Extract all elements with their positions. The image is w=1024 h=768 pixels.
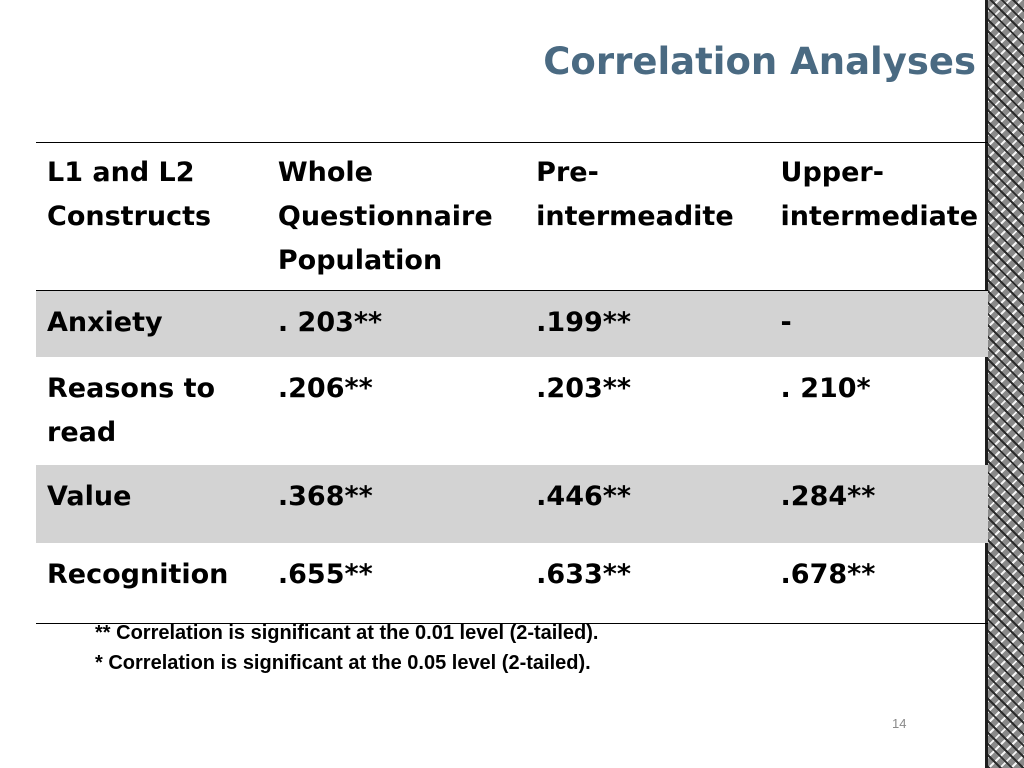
page-number: 14: [892, 716, 907, 731]
construct-cell: Reasons to read: [47, 373, 216, 448]
decorative-border-pattern: [988, 0, 1024, 768]
table-footnotes: ** Correlation is significant at the 0.0…: [95, 618, 598, 678]
slide-title: Correlation Analyses: [543, 40, 976, 83]
header-whole-population: Whole Questionnaire Population: [266, 142, 526, 291]
upper-intermediate-cell: .284**: [769, 465, 988, 543]
footnote-double-asterisk: ** Correlation is significant at the 0.0…: [95, 622, 599, 644]
whole-population-cell: .206**: [277, 373, 373, 404]
pre-intermediate-cell: .633**: [525, 543, 770, 624]
header-constructs: L1 and L2 Constructs: [36, 142, 267, 291]
construct-cell: Value: [36, 465, 267, 543]
footnote-single-asterisk: * Correlation is significant at the 0.05…: [95, 652, 591, 674]
pre-intermediate-cell: .199**: [525, 290, 770, 357]
upper-intermediate-cell: -: [769, 290, 988, 357]
table-row: Reasons to read .206** .203** . 210*: [36, 357, 988, 465]
header-pre-intermediate: Pre-intermeadite: [525, 142, 770, 291]
upper-intermediate-cell: .678**: [769, 543, 988, 624]
correlation-table: L1 and L2 Constructs Whole Questionnaire…: [36, 142, 988, 624]
construct-cell: Recognition: [36, 543, 267, 624]
slide-border-line: [985, 0, 988, 768]
whole-population-cell: .368**: [266, 465, 526, 543]
pre-intermediate-cell: .203**: [536, 373, 632, 404]
whole-population-cell: .655**: [266, 543, 526, 624]
table-row: Anxiety . 203** .199** -: [36, 290, 988, 357]
table-header-row: L1 and L2 Constructs Whole Questionnaire…: [36, 142, 988, 291]
table-row: Value .368** .446** .284**: [36, 465, 988, 543]
header-upper-intermediate: Upper-intermediate: [769, 142, 988, 291]
construct-cell: Anxiety: [36, 290, 267, 357]
whole-population-cell: . 203**: [266, 290, 526, 357]
pre-intermediate-cell: .446**: [525, 465, 770, 543]
table-row: Recognition .655** .633** .678**: [36, 543, 988, 624]
upper-intermediate-cell: . 210*: [780, 373, 871, 404]
